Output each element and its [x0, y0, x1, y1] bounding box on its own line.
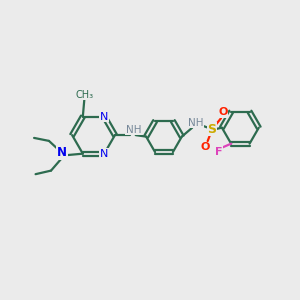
Text: NH: NH	[126, 125, 141, 135]
Text: NH: NH	[188, 118, 204, 128]
Text: S: S	[208, 123, 217, 136]
Text: CH₃: CH₃	[75, 90, 93, 100]
Text: N: N	[100, 112, 108, 122]
Text: O: O	[201, 142, 210, 152]
Text: O: O	[218, 107, 228, 117]
Text: N: N	[57, 146, 67, 159]
Text: N: N	[100, 149, 108, 159]
Text: F: F	[214, 147, 222, 157]
